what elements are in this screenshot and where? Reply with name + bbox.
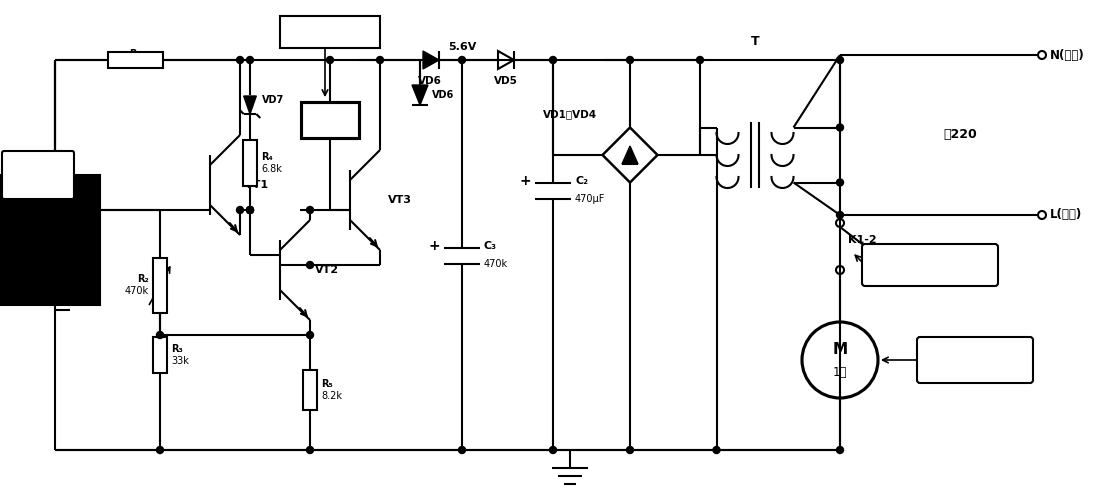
Circle shape bbox=[307, 331, 314, 338]
Circle shape bbox=[246, 207, 253, 214]
Text: C₂: C₂ bbox=[575, 176, 589, 186]
FancyBboxPatch shape bbox=[2, 151, 74, 199]
Text: R₂: R₂ bbox=[138, 274, 148, 284]
Circle shape bbox=[459, 447, 465, 454]
Circle shape bbox=[627, 447, 634, 454]
Text: 8.2k: 8.2k bbox=[321, 391, 342, 401]
FancyBboxPatch shape bbox=[862, 244, 998, 286]
Text: VD6: VD6 bbox=[432, 90, 454, 100]
Text: T: T bbox=[750, 35, 759, 48]
Text: 5.6V: 5.6V bbox=[448, 42, 476, 52]
Text: 470k: 470k bbox=[125, 286, 148, 296]
Circle shape bbox=[696, 56, 704, 63]
Circle shape bbox=[836, 56, 844, 63]
Polygon shape bbox=[244, 96, 256, 114]
Circle shape bbox=[236, 207, 243, 214]
Text: M: M bbox=[833, 342, 848, 357]
Circle shape bbox=[156, 331, 164, 338]
Bar bbox=[301, 102, 359, 138]
Circle shape bbox=[307, 207, 314, 214]
Circle shape bbox=[550, 447, 557, 454]
Text: R₁: R₁ bbox=[129, 49, 141, 59]
Polygon shape bbox=[621, 146, 638, 164]
Circle shape bbox=[156, 447, 164, 454]
Circle shape bbox=[836, 212, 844, 219]
Bar bbox=[302, 370, 317, 410]
Circle shape bbox=[713, 447, 721, 454]
FancyBboxPatch shape bbox=[917, 337, 1033, 383]
Text: K1-2: K1-2 bbox=[848, 235, 877, 245]
Bar bbox=[243, 140, 257, 186]
Text: +: + bbox=[428, 239, 440, 253]
Text: VT1: VT1 bbox=[245, 180, 270, 190]
Text: 33k: 33k bbox=[170, 356, 189, 366]
Circle shape bbox=[459, 56, 465, 63]
Text: +: + bbox=[519, 174, 531, 188]
Bar bbox=[153, 257, 167, 312]
Bar bbox=[0, 175, 100, 305]
Text: R₃: R₃ bbox=[170, 344, 183, 354]
Circle shape bbox=[836, 447, 844, 454]
Text: VD7: VD7 bbox=[262, 95, 284, 105]
Circle shape bbox=[836, 179, 844, 186]
Text: 传感器: 传感器 bbox=[29, 180, 48, 190]
Text: 继电器线圈: 继电器线圈 bbox=[311, 25, 349, 38]
Text: 470k: 470k bbox=[484, 259, 508, 269]
Text: 470μF: 470μF bbox=[575, 194, 605, 204]
Bar bbox=[153, 337, 167, 373]
Circle shape bbox=[307, 447, 314, 454]
Circle shape bbox=[836, 124, 844, 131]
Text: VD6: VD6 bbox=[418, 76, 442, 86]
Circle shape bbox=[307, 261, 314, 268]
Circle shape bbox=[236, 56, 243, 63]
Bar bbox=[108, 52, 163, 68]
Text: 交流电动机: 交流电动机 bbox=[957, 353, 992, 366]
Text: 温度: 温度 bbox=[32, 163, 45, 173]
Circle shape bbox=[246, 207, 253, 214]
Circle shape bbox=[246, 207, 253, 214]
Text: C₃: C₃ bbox=[484, 241, 497, 251]
Circle shape bbox=[246, 56, 253, 63]
Circle shape bbox=[627, 56, 634, 63]
Circle shape bbox=[376, 56, 384, 63]
Text: VD1～VD4: VD1～VD4 bbox=[543, 109, 597, 119]
Circle shape bbox=[327, 56, 333, 63]
Text: 1～: 1～ bbox=[833, 365, 847, 379]
Text: ～220: ～220 bbox=[943, 129, 977, 142]
Text: R₅: R₅ bbox=[321, 379, 332, 389]
Text: VD5: VD5 bbox=[494, 76, 518, 86]
Text: 继电器常开触点: 继电器常开触点 bbox=[906, 260, 954, 270]
Text: VT3: VT3 bbox=[388, 195, 412, 205]
Text: 33k: 33k bbox=[126, 61, 144, 71]
Polygon shape bbox=[424, 51, 439, 69]
Polygon shape bbox=[412, 85, 428, 105]
Text: 6.8k: 6.8k bbox=[261, 164, 282, 174]
Text: L(火线): L(火线) bbox=[1050, 209, 1082, 222]
FancyBboxPatch shape bbox=[280, 16, 380, 48]
Text: R₄: R₄ bbox=[261, 152, 273, 162]
Circle shape bbox=[550, 56, 557, 63]
Text: K1-1: K1-1 bbox=[314, 113, 346, 127]
Text: VT2: VT2 bbox=[315, 265, 339, 275]
Text: N(零线): N(零线) bbox=[1050, 48, 1085, 61]
